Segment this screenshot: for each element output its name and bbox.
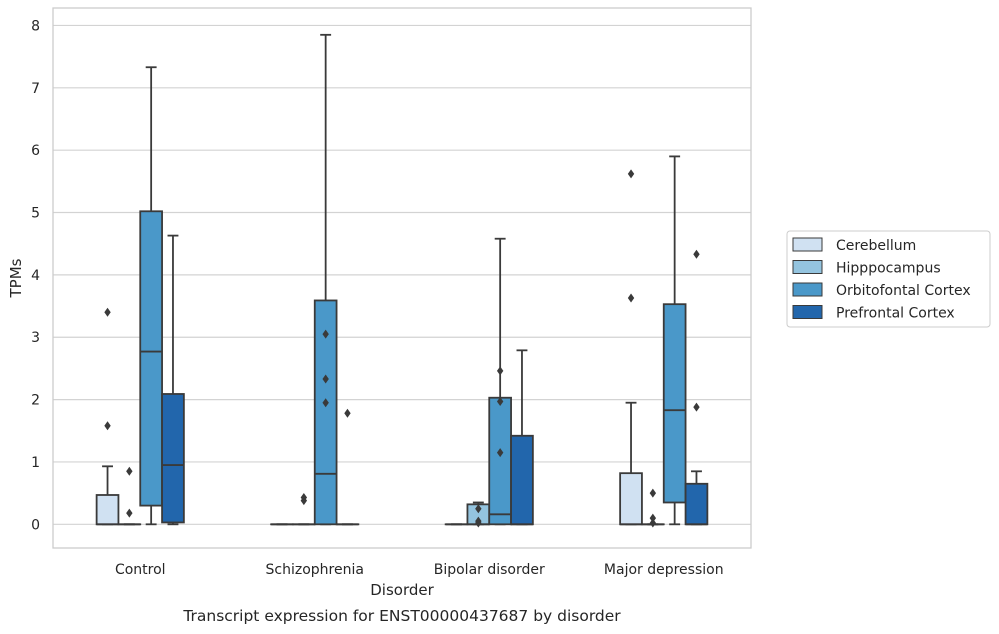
legend-swatch-hipppocampus <box>792 260 823 274</box>
x-tick-label-schizophrenia: Schizophrenia <box>266 562 364 578</box>
legend-label-orbitofontal-cortex: Orbitofontal Cortex <box>836 283 971 299</box>
box-orbitofontal-cortex-schizophrenia-outlier-0 <box>322 398 329 408</box>
box-cerebellum-control <box>95 307 120 526</box>
box-orbitofontal-cortex-schizophrenia-outlier-1 <box>322 374 329 384</box>
box-layer <box>95 33 709 528</box>
box-hipppocampus-major-depression <box>641 488 665 528</box>
box-orbitofontal-cortex-bipolar-disorder-iqr <box>488 396 512 526</box>
box-prefrontal-cortex-schizophrenia <box>335 408 360 526</box>
box-hipppocampus-major-depression-outlier-2 <box>649 488 657 498</box>
box-orbitofontal-cortex-major-depression <box>662 155 687 526</box>
legend: Cerebellum Hipppocampus Orbitofontal Corte… <box>786 230 991 328</box>
box-cerebellum-control-outlier-0 <box>104 421 111 431</box>
x-tick-label-control: Control <box>115 562 166 578</box>
y-tick-label-2: 2 <box>31 393 40 409</box>
box-orbitofontal-cortex-bipolar-disorder <box>488 237 512 526</box>
box-prefrontal-cortex-major-depression-iqr <box>684 482 709 526</box>
plot-frame <box>52 7 752 549</box>
y-tick-labels: 0 1 2 3 4 5 6 7 8 <box>31 18 40 533</box>
legend-label-prefrontal-cortex: Prefrontal Cortex <box>836 306 955 322</box>
box-orbitofontal-cortex-control-iqr <box>139 210 163 507</box>
y-tick-label-5: 5 <box>31 206 40 222</box>
box-orbitofontal-cortex-bipolar-disorder-outlier-0 <box>496 448 504 458</box>
box-orbitofontal-cortex-schizophrenia-outlier-2 <box>322 329 329 339</box>
box-prefrontal-cortex-bipolar-disorder <box>510 349 534 526</box>
box-orbitofontal-cortex-schizophrenia <box>313 33 338 526</box>
legend-frame <box>786 230 991 328</box>
y-axis-title: TPMs <box>7 258 25 298</box>
chart-caption: Transcript expression for ENST0000043768… <box>182 607 621 625</box>
box-hipppocampus-bipolar-disorder-outlier-1 <box>475 516 482 526</box>
box-cerebellum-major-depression-outlier-0 <box>627 293 635 303</box>
box-orbitofontal-cortex-control <box>139 66 163 526</box>
box-orbitofontal-cortex-bipolar-disorder-outlier-2 <box>496 366 504 376</box>
legend-label-hipppocampus: Hipppocampus <box>836 261 941 277</box>
x-tick-label-bipolar-disorder: Bipolar disorder <box>434 562 545 578</box>
y-tick-label-0: 0 <box>31 517 40 533</box>
legend-swatch-prefrontal-cortex <box>792 305 823 319</box>
box-hipppocampus-control-outlier-1 <box>126 466 133 476</box>
legend-swatch-orbitofontal-cortex <box>792 282 823 297</box>
box-cerebellum-major-depression-iqr <box>619 472 643 526</box>
box-cerebellum-major-depression <box>619 169 643 526</box>
box-prefrontal-cortex-schizophrenia-outlier-0 <box>344 408 351 418</box>
legend-swatch-cerebellum <box>792 237 823 252</box>
y-tick-label-3: 3 <box>31 330 40 346</box>
box-prefrontal-cortex-major-depression-outlier-1 <box>693 249 700 259</box>
box-prefrontal-cortex-bipolar-disorder-iqr <box>510 434 534 526</box>
box-hipppocampus-schizophrenia-outlier-1 <box>300 492 308 502</box>
y-tick-label-4: 4 <box>31 268 40 284</box>
box-cerebellum-control-outlier-1 <box>104 307 111 317</box>
box-hipppocampus-control <box>117 466 142 526</box>
box-prefrontal-cortex-control-iqr <box>161 393 185 524</box>
x-axis-title: Disorder <box>370 581 434 599</box>
y-tick-label-1: 1 <box>31 455 40 471</box>
legend-label-cerebellum: Cerebellum <box>836 238 916 254</box>
box-prefrontal-cortex-major-depression <box>684 249 709 526</box>
x-tick-labels: Control Schizophrenia Bipolar disorder Majo… <box>115 562 724 578</box>
y-tick-label-6: 6 <box>31 143 40 159</box>
box-hipppocampus-schizophrenia <box>292 492 316 526</box>
box-cerebellum-control-iqr <box>95 494 120 526</box>
box-hipppocampus-bipolar-disorder <box>466 501 491 528</box>
box-orbitofontal-cortex-bipolar-disorder-outlier-1 <box>496 396 504 406</box>
box-hipppocampus-major-depression-outlier-1 <box>649 513 657 523</box>
y-tick-label-8: 8 <box>31 18 40 34</box>
box-hipppocampus-control-outlier-0 <box>126 508 133 518</box>
box-hipppocampus-bipolar-disorder-outlier-2 <box>475 504 482 514</box>
box-orbitofontal-cortex-schizophrenia-iqr <box>313 299 338 526</box>
box-hipppocampus-major-depression-outlier-0 <box>649 518 657 528</box>
box-prefrontal-cortex-control <box>161 234 185 526</box>
x-tick-label-major-depression: Major depression <box>604 562 724 578</box>
box-orbitofontal-cortex-major-depression-iqr <box>662 303 687 504</box>
box-cerebellum-major-depression-outlier-1 <box>627 169 635 179</box>
y-tick-label-7: 7 <box>31 81 40 97</box>
box-prefrontal-cortex-major-depression-outlier-0 <box>693 402 700 412</box>
